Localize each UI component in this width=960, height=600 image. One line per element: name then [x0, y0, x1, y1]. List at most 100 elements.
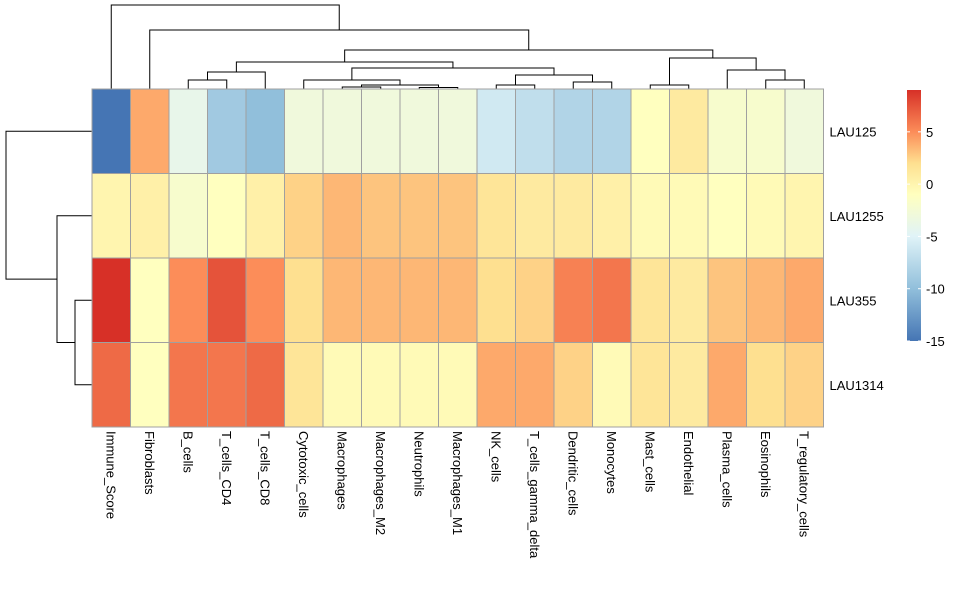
column-label: T_regulatory_cells — [796, 431, 811, 538]
column-label: Neutrophils — [411, 431, 426, 497]
heatmap-cell — [438, 342, 478, 428]
dendrogram-branch — [187, 79, 228, 89]
column-label: Cytotoxic_cells — [296, 431, 311, 518]
heatmap-cell — [207, 342, 247, 428]
heatmap-cell — [746, 257, 786, 343]
heatmap-cell — [130, 88, 170, 174]
heatmap-cell — [322, 173, 362, 259]
column-label: T_cells_gamma_delta — [527, 431, 542, 559]
heatmap-cell — [130, 257, 170, 343]
heatmap-cell — [284, 342, 324, 428]
heatmap-cell — [630, 173, 670, 259]
heatmap-cell — [746, 88, 786, 174]
heatmap-cell — [168, 342, 208, 428]
heatmap-cell — [284, 88, 324, 174]
heatmap-cell — [91, 88, 131, 174]
heatmap-cell — [361, 88, 401, 174]
heatmap-cell — [476, 88, 516, 174]
heatmap-cell — [130, 342, 170, 428]
heatmap-cell — [399, 173, 439, 259]
legend-tick-label: -15 — [926, 334, 945, 349]
column-label: Plasma_cells — [719, 431, 734, 508]
heatmap-cell — [322, 342, 362, 428]
column-label: T_cells_CD8 — [257, 431, 272, 505]
heatmap-cell — [669, 342, 709, 428]
column-label: Immune_Score — [103, 431, 118, 519]
heatmap-cell — [515, 257, 555, 343]
column-label: Monocytes — [604, 431, 619, 494]
heatmap-cell — [592, 257, 632, 343]
heatmap-cell — [784, 342, 824, 428]
column-label: Fibroblasts — [142, 431, 157, 495]
color-legend: 5 0 -5 -10 -15 — [907, 90, 945, 349]
heatmap-cell — [476, 342, 516, 428]
heatmap-cell — [476, 257, 516, 343]
heatmap-cell — [399, 342, 439, 428]
dendrogram-branch — [765, 79, 805, 89]
column-label: Macrophages — [334, 431, 349, 510]
row-label: LAU355 — [830, 293, 877, 308]
legend-tick-label: 5 — [926, 125, 933, 140]
heatmap-cell — [168, 173, 208, 259]
dendrogram-branch — [235, 61, 454, 72]
heatmap-cell — [207, 173, 247, 259]
heatmap-cell — [207, 257, 247, 343]
heatmap-cell — [91, 342, 131, 428]
column-label: Macrophages_M2 — [373, 431, 388, 535]
heatmap-cell — [592, 88, 632, 174]
heatmap-cell — [476, 173, 516, 259]
row-label: LAU1255 — [830, 209, 884, 224]
heatmap-cell — [168, 88, 208, 174]
heatmap-cell — [438, 257, 478, 343]
column-label: NK_cells — [488, 431, 503, 483]
row-label: LAU125 — [830, 124, 877, 139]
heatmap-cell — [361, 173, 401, 259]
heatmap-cell — [630, 257, 670, 343]
heatmap-cell — [322, 257, 362, 343]
row-dendrogram — [5, 130, 92, 386]
column-label: Macrophages_M1 — [450, 431, 465, 535]
dendrogram-branch — [669, 57, 757, 85]
row-labels: LAU125 LAU1255 LAU355 LAU1314 — [830, 124, 884, 393]
heatmap-cell — [91, 173, 131, 259]
heatmap-cell — [438, 88, 478, 174]
heatmap-cell — [245, 342, 285, 428]
heatmap-cell — [130, 173, 170, 259]
heatmap-cell — [784, 257, 824, 343]
column-dendrogram — [110, 4, 805, 89]
heatmap-cell — [245, 173, 285, 259]
heatmap-cell — [553, 257, 593, 343]
column-label: Dendritic_cells — [565, 431, 580, 516]
heatmap-cell — [553, 342, 593, 428]
dendrogram-branch — [351, 67, 555, 80]
legend-tick-label: 0 — [926, 177, 933, 192]
color-legend-ticks: 5 0 -5 -10 -15 — [907, 125, 945, 349]
heatmap-cell — [630, 342, 670, 428]
heatmap-cell — [630, 88, 670, 174]
dendrogram-branch — [110, 4, 340, 89]
dendrogram-branch — [515, 74, 593, 85]
heatmap-cell — [515, 88, 555, 174]
heatmap-cell — [245, 257, 285, 343]
heatmap-cell — [515, 342, 555, 428]
heatmap-cell — [168, 257, 208, 343]
heatmap-cell — [707, 257, 747, 343]
column-labels: Immune_Score Fibroblasts B_cells T_cells_CD… — [103, 431, 811, 559]
heatmap-cell — [361, 342, 401, 428]
heatmap-cell — [669, 173, 709, 259]
legend-tick-label: -10 — [926, 282, 945, 297]
heatmap-cell — [515, 173, 555, 259]
heatmap-cell — [207, 88, 247, 174]
column-label: T_cells_CD4 — [219, 431, 234, 505]
row-label: LAU1314 — [830, 378, 884, 393]
heatmap-cell — [592, 342, 632, 428]
heatmap-cell — [284, 173, 324, 259]
dendrogram-branch — [572, 81, 613, 89]
column-label: Eosinophils — [758, 431, 773, 498]
heatmap-cell — [669, 88, 709, 174]
color-legend-bar — [907, 90, 921, 341]
heatmap-cell — [707, 342, 747, 428]
heatmap-cell — [553, 88, 593, 174]
heatmap-cell — [746, 342, 786, 428]
heatmap-cell — [399, 257, 439, 343]
